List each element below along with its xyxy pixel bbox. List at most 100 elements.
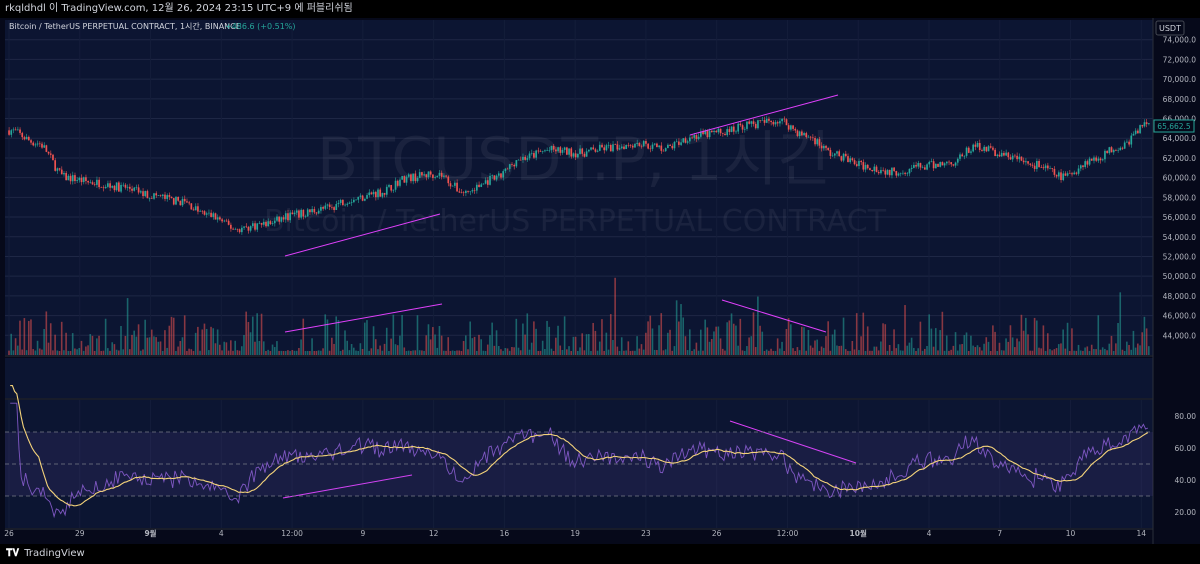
candle-body [210,212,212,217]
volume-bar [1011,337,1014,355]
candle-body [331,207,333,208]
rsi-tick-label: 40.00 [1175,476,1197,485]
candle-body [884,170,887,175]
volume-bar [157,341,160,355]
candle-body [910,167,913,169]
volume-bar [693,349,695,355]
publish-caption: rkqldhdl 이 TradingView.com, 12월 26, 2024… [5,3,353,14]
candle-body [855,164,858,166]
candle-body [298,210,300,218]
candle-body [642,141,645,147]
volume-bar [717,326,720,355]
volume-bar [601,319,603,355]
footer-brand[interactable]: TradingView [24,548,85,559]
currency-button[interactable] [1155,20,1185,36]
publish-caption-bar: rkqldhdl 이 TradingView.com, 12월 26, 2024… [0,0,1200,18]
candle-body [1046,165,1049,169]
volume-bar [680,304,682,355]
candle-body [827,147,830,151]
volume-bar [23,318,26,355]
volume-bar [322,348,324,355]
volume-bar [469,321,471,355]
candle-body [265,221,267,227]
volume-bar [581,333,583,355]
volume-bar [337,320,340,355]
trend-lines[interactable] [282,94,857,499]
time-tick-label: 9월 [144,528,156,538]
volume-bar [779,348,781,355]
candle-body [754,123,757,129]
volume-bar [735,325,737,355]
candle-body [1119,147,1122,151]
candle-body [915,165,917,167]
candle-body [781,118,783,122]
candle-body [748,121,750,124]
candle-body [649,148,652,150]
candle-body [43,145,46,148]
candle-body [153,193,155,199]
volume-bar [989,350,992,355]
candle-body [675,141,678,143]
price-tick-label: 74,000.0 [1163,36,1197,45]
candle-body [1128,141,1130,145]
candle-body [238,229,241,233]
candle-body [851,158,854,161]
candle-body [998,154,1001,157]
rsi-tick-label: 80.00 [1175,412,1197,421]
volume-bar [840,345,843,355]
volume-bar [139,350,142,355]
symbol-title[interactable]: Bitcoin / TetherUS PERPETUAL CONTRACT, 1… [9,21,241,31]
volume-bar [30,319,32,355]
candle-body [1088,158,1091,165]
candle-body [262,221,265,225]
candle-body [746,121,748,129]
rsi-indicator [5,385,1153,519]
volume-bar [796,347,799,355]
tv-logo-icon[interactable]: 𝐓𝐕 [6,548,20,559]
volume-bar [236,350,239,355]
candle-body [658,145,660,148]
time-tick-label: 16 [500,529,510,538]
candle-body [350,202,353,203]
volume-bar [574,336,577,355]
candle-body [721,133,724,134]
volume-bar [60,321,63,355]
volume-bar [394,344,397,355]
watermark-symbol: BTCUSDT.P, 1시간 [317,125,833,195]
volume-bar [445,350,447,355]
candle-body [113,185,116,191]
volume-bar [1110,335,1113,355]
candle-body [374,191,377,198]
volume-bar [1042,325,1045,355]
candle-body [166,195,169,199]
price-tick-label: 48,000.0 [1163,292,1197,301]
volume-bar [267,349,269,355]
volume-bar [899,350,902,355]
candle-body [717,128,720,133]
candle-body [293,212,296,215]
candle-body [601,144,603,148]
volume-bar [954,332,957,355]
volume-bar [133,330,135,355]
volume-bar [976,345,979,355]
volume-bar [410,350,412,355]
candle-body [157,195,160,196]
volume-bar [186,350,188,355]
candle-body [295,210,298,213]
volume-bar [1055,348,1058,355]
candle-body [587,149,590,152]
candle-body [188,202,190,204]
candle-body [1066,173,1069,176]
candle-body [128,186,131,189]
candle-body [495,175,498,180]
price-axis[interactable] [1153,18,1200,544]
volume-bar [175,350,177,355]
price-pane[interactable] [5,20,1153,355]
volume-bar [706,327,709,355]
price-tick-label: 52,000.0 [1163,252,1197,261]
candle-body [673,141,676,149]
volume-bar [194,332,197,355]
candle-body [1143,122,1146,127]
candle-body [891,167,893,176]
chart-canvas[interactable]: BTCUSDT.P, 1시간 Bitcoin / TetherUS PERPET… [0,18,1200,544]
